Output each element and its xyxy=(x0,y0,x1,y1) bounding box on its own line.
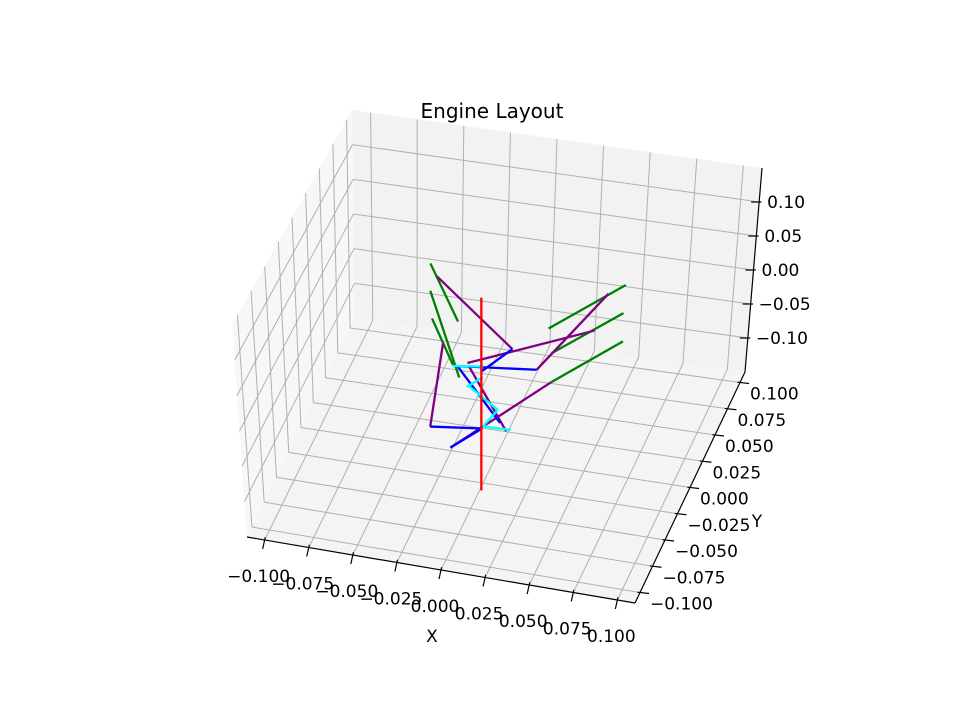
x-tick-label: 0.075 xyxy=(543,620,592,640)
z-tick-label: −0.10 xyxy=(756,329,808,349)
z-tick-label: 0.10 xyxy=(767,193,805,213)
data-segment xyxy=(429,342,445,427)
side-pane xyxy=(232,110,355,537)
x-tick-label: 0.100 xyxy=(587,627,636,647)
grid-lines xyxy=(234,112,760,601)
x-tick-label: −0.025 xyxy=(359,590,422,610)
back-grid-z xyxy=(352,178,757,237)
x-tick-label-mark xyxy=(482,574,487,587)
y-tick-label-mark xyxy=(724,407,737,411)
back-grid-z xyxy=(353,248,751,305)
x-tick-label-mark xyxy=(438,567,443,580)
y-axis-label: Y xyxy=(751,512,763,532)
y-tick-label: −0.025 xyxy=(688,516,751,536)
floor-grid-y xyxy=(264,501,653,567)
back-grid-z xyxy=(354,282,748,339)
floor-grid-y xyxy=(251,526,641,593)
x-tick-label-mark xyxy=(526,582,531,595)
x-tick-label: 0.025 xyxy=(455,605,504,625)
axis-lines xyxy=(246,167,763,610)
y-tick-label: 0.075 xyxy=(738,411,787,431)
side-grid-z xyxy=(239,213,354,432)
y-tick-label: 0.025 xyxy=(713,463,762,483)
y-tick-label-mark xyxy=(687,486,700,490)
data-segment xyxy=(550,340,624,384)
floor-grid-y xyxy=(337,352,728,410)
data-segment xyxy=(452,364,484,368)
z-tick-label: −0.05 xyxy=(759,295,811,315)
data-segment xyxy=(482,425,511,432)
y-tick-label-mark xyxy=(662,539,675,542)
y-tick-label: 0.050 xyxy=(725,437,774,457)
y-tick-label-mark xyxy=(737,381,750,385)
x-tick-label-mark xyxy=(614,597,619,610)
data-segment xyxy=(467,329,595,365)
data-segment xyxy=(430,425,483,430)
x-tick-label: 0.000 xyxy=(411,597,460,617)
axes-panes xyxy=(232,110,762,603)
data-segment xyxy=(429,290,461,378)
floor-grid-y xyxy=(300,427,691,488)
x-tick-label-mark xyxy=(306,544,310,557)
y-tick-label: −0.075 xyxy=(663,568,726,588)
x-tick-label-mark xyxy=(262,537,266,550)
x-tick-label: −0.050 xyxy=(315,582,378,602)
y-tick-label: 0.000 xyxy=(700,490,749,510)
y-tick-label-mark xyxy=(699,460,712,463)
floor-grid-y xyxy=(288,451,678,515)
back-grid-z xyxy=(352,144,760,203)
data-segment xyxy=(480,348,514,373)
back-pane xyxy=(352,110,762,372)
data-segment xyxy=(429,262,460,322)
x-tick-label-mark xyxy=(394,559,399,572)
data-segment xyxy=(430,317,454,366)
side-grid-z xyxy=(234,144,353,361)
data-segment xyxy=(449,427,483,449)
floor-pane xyxy=(247,318,745,603)
data-segment xyxy=(435,275,514,350)
side-grid-z xyxy=(236,179,354,396)
back-grid-z xyxy=(353,213,754,271)
z-tick-label: 0.05 xyxy=(764,227,802,247)
y-tick-label: 0.100 xyxy=(750,385,799,405)
y-tick-label-mark xyxy=(674,512,687,516)
z-tick-label: 0.00 xyxy=(762,261,800,281)
data-segment xyxy=(548,284,627,330)
data-segment xyxy=(466,384,499,411)
data-segment xyxy=(535,293,610,371)
y-tick-label-mark xyxy=(649,565,662,568)
side-grid-z xyxy=(241,248,355,467)
floor-grid-y xyxy=(313,402,703,462)
x-tick-label-mark xyxy=(350,552,355,565)
floor-grid-y xyxy=(276,476,666,541)
y-tick-label: −0.050 xyxy=(675,542,738,562)
x-tick-label: −0.075 xyxy=(271,575,334,595)
x-tick-label-mark xyxy=(570,589,575,602)
x-tick-label: 0.050 xyxy=(499,612,548,632)
side-grid-z xyxy=(244,283,355,502)
y-tick-label-mark xyxy=(637,591,650,595)
chart-title: Engine Layout xyxy=(421,99,564,123)
data-segment xyxy=(467,364,508,432)
data-segments xyxy=(429,262,627,491)
x-axis-label: X xyxy=(426,627,438,647)
y-tick-label-mark xyxy=(712,434,725,437)
floor-grid-y xyxy=(350,327,741,383)
x-tick-label: −0.100 xyxy=(227,567,290,587)
tick-labels: −0.100−0.075−0.050−0.0250.0000.0250.0500… xyxy=(227,193,811,647)
data-segment xyxy=(482,409,499,428)
floor-grid-y xyxy=(325,377,716,436)
y-tick-label: −0.100 xyxy=(650,595,713,615)
